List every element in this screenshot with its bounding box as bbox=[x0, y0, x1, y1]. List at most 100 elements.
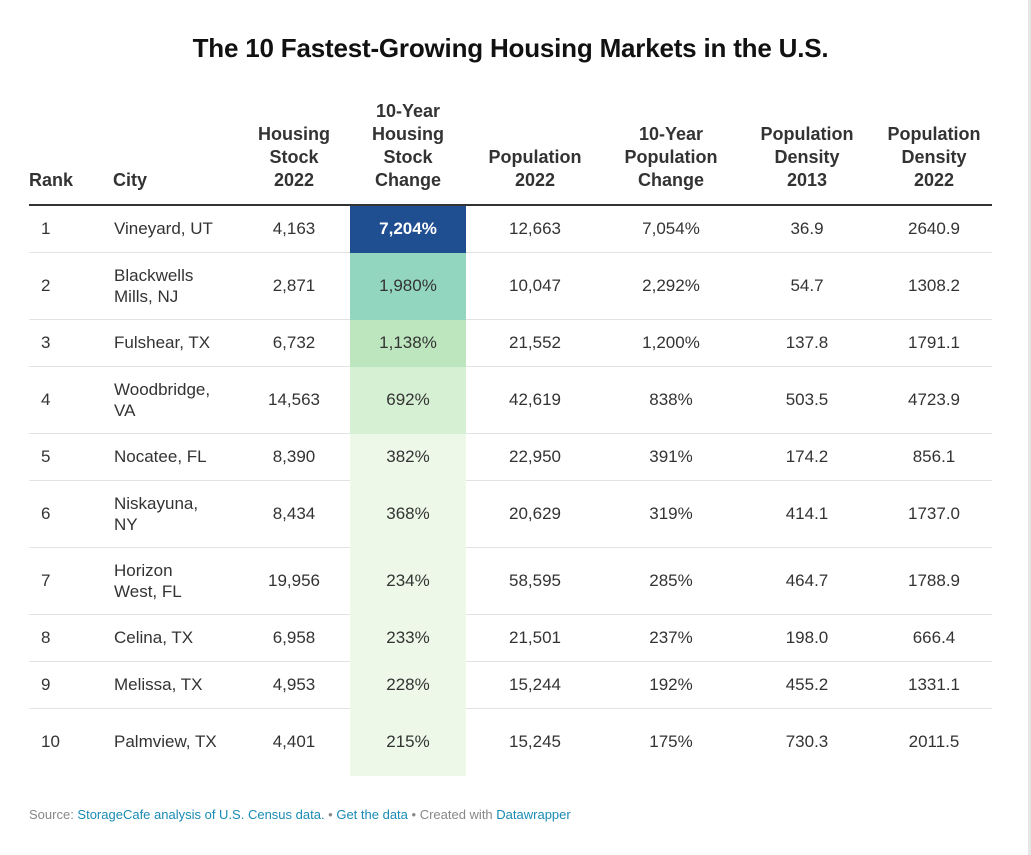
cell-population-2022: 20,629 bbox=[466, 480, 604, 548]
cell-population-2022: 15,244 bbox=[466, 661, 604, 709]
cell-rank: 2 bbox=[29, 252, 113, 320]
column-header-line: Rank bbox=[29, 170, 74, 190]
table-row: 10 Palmview, TX 4,401 215% 15,245 175% 730.3 20… bbox=[29, 708, 992, 776]
cell-housing-stock-change: 1,980% bbox=[350, 252, 466, 320]
cell-density-2022: 1788.9 bbox=[876, 547, 992, 615]
datawrapper-link[interactable]: Datawrapper bbox=[496, 807, 571, 822]
column-header-line: Stock bbox=[269, 147, 319, 167]
column-header-line: Population bbox=[624, 147, 718, 167]
cell-rank: 4 bbox=[29, 366, 113, 434]
column-header-line: Density bbox=[774, 147, 840, 167]
chart-title: The 10 Fastest-Growing Housing Markets i… bbox=[192, 33, 829, 63]
cell-housing-stock-2022: 14,563 bbox=[238, 366, 350, 434]
column-header-line: Density bbox=[901, 147, 967, 167]
table-row: 3 Fulshear, TX 6,732 1,138% 21,552 1,200% 137.… bbox=[29, 319, 992, 367]
cell-city: Celina, TX bbox=[113, 614, 238, 662]
cell-housing-stock-2022: 6,732 bbox=[238, 319, 350, 367]
column-header-line: 2022 bbox=[273, 170, 315, 190]
cell-city: Fulshear, TX bbox=[113, 319, 238, 367]
column-header-line: Population bbox=[887, 124, 981, 144]
cell-population-2022: 22,950 bbox=[466, 433, 604, 481]
cell-housing-stock-change: 368% bbox=[350, 480, 466, 548]
cell-housing-stock-2022: 4,401 bbox=[272, 732, 316, 752]
cell-density-2022: 1737.0 bbox=[876, 480, 992, 548]
cell-density-2013: 464.7 bbox=[738, 547, 876, 615]
cell-rank: 1 bbox=[29, 205, 113, 253]
cell-city: Melissa, TX bbox=[113, 661, 238, 709]
table-row: 2 Blackwells Mills, NJ 2,871 1,980% 10,047 2,… bbox=[29, 252, 992, 320]
cell-density-2013: 503.5 bbox=[738, 366, 876, 434]
cell-city: Horizon West, FL bbox=[113, 547, 238, 615]
cell-density-2013: 455.2 bbox=[738, 661, 876, 709]
column-header-line: 2022 bbox=[514, 170, 556, 190]
cell-housing-stock-2022: 4,953 bbox=[238, 661, 350, 709]
cell-population-change: 1,200% bbox=[604, 319, 738, 367]
get-the-data-link[interactable]: Get the data bbox=[336, 807, 408, 822]
cell-city: Palmview, TX bbox=[114, 732, 217, 752]
cell-population-2022: 21,501 bbox=[466, 614, 604, 662]
cell-population-2022: 12,663 bbox=[466, 205, 604, 253]
cell-density-2022: 666.4 bbox=[876, 614, 992, 662]
column-header-population-change: 10-Year Population Change bbox=[604, 100, 738, 206]
cell-density-2022: 856.1 bbox=[876, 433, 992, 481]
cell-rank: 8 bbox=[29, 614, 113, 662]
housing-markets-table: Rank City Housing Stock 2022 10-Year Housing St… bbox=[29, 100, 992, 776]
cell-population-change: 285% bbox=[604, 547, 738, 615]
cell-population-change: 175% bbox=[649, 732, 693, 752]
column-header-line: 10-Year bbox=[375, 101, 441, 121]
cell-housing-stock-2022: 4,163 bbox=[238, 205, 350, 253]
cell-density-2022: 1308.2 bbox=[876, 252, 992, 320]
cell-population-2022: 42,619 bbox=[466, 366, 604, 434]
cell-density-2013: 730.3 bbox=[785, 732, 829, 752]
cell-housing-stock-2022: 8,434 bbox=[238, 480, 350, 548]
cell-population-change: 192% bbox=[604, 661, 738, 709]
column-header-line: Housing bbox=[258, 124, 330, 144]
column-header-rank: Rank bbox=[29, 100, 113, 206]
column-header-housing-stock-2022: Housing Stock 2022 bbox=[238, 100, 350, 206]
cell-housing-stock-change: 228% bbox=[350, 661, 466, 709]
cell-density-2013: 174.2 bbox=[738, 433, 876, 481]
cell-population-2022: 10,047 bbox=[466, 252, 604, 320]
cell-population-change: 7,054% bbox=[604, 205, 738, 253]
cell-housing-stock-2022: 8,390 bbox=[238, 433, 350, 481]
source-link[interactable]: StorageCafe analysis of U.S. Census data… bbox=[77, 807, 325, 822]
cell-population-change: 2,292% bbox=[604, 252, 738, 320]
cell-housing-stock-change: 7,204% bbox=[350, 205, 466, 253]
cell-density-2013: 414.1 bbox=[738, 480, 876, 548]
right-edge-strip bbox=[1028, 0, 1031, 855]
cell-rank: 10 bbox=[41, 732, 60, 752]
cell-density-2013: 198.0 bbox=[738, 614, 876, 662]
source-prefix: Source: bbox=[29, 807, 78, 822]
cell-housing-stock-change: 382% bbox=[350, 433, 466, 481]
cell-population-2022: 58,595 bbox=[466, 547, 604, 615]
cell-density-2013: 137.8 bbox=[738, 319, 876, 367]
cell-density-2022: 4723.9 bbox=[876, 366, 992, 434]
cell-population-change: 237% bbox=[604, 614, 738, 662]
table-row: 4 Woodbridge, VA 14,563 692% 42,619 838% 503.5… bbox=[29, 366, 992, 434]
cell-housing-stock-change: 234% bbox=[350, 547, 466, 615]
cell-rank: 5 bbox=[29, 433, 113, 481]
cell-density-2013: 36.9 bbox=[738, 205, 876, 253]
table-row: 9 Melissa, TX 4,953 228% 15,244 192% 455.2 1331… bbox=[29, 661, 992, 709]
cell-city: Woodbridge, VA bbox=[113, 366, 238, 434]
cell-population-change: 319% bbox=[604, 480, 738, 548]
table-row: 1 Vineyard, UT 4,163 7,204% 12,663 7,054% 36.9… bbox=[29, 205, 992, 253]
column-header-housing-stock-change: 10-Year Housing Stock Change bbox=[350, 100, 466, 206]
cell-density-2022: 2011.5 bbox=[908, 732, 960, 752]
cell-density-2013: 54.7 bbox=[738, 252, 876, 320]
cell-rank: 3 bbox=[29, 319, 113, 367]
column-header-city: City bbox=[113, 100, 238, 206]
cell-density-2022: 2640.9 bbox=[876, 205, 992, 253]
cell-rank: 6 bbox=[29, 480, 113, 548]
table-row: 5 Nocatee, FL 8,390 382% 22,950 391% 174.2 856.… bbox=[29, 433, 992, 481]
column-header-line: Population bbox=[760, 124, 854, 144]
separator-2: • bbox=[407, 807, 420, 822]
cell-population-change: 838% bbox=[604, 366, 738, 434]
created-with-label: Created with bbox=[419, 807, 497, 822]
cell-city: Blackwells Mills, NJ bbox=[113, 252, 238, 320]
column-header-line: Population bbox=[488, 147, 582, 167]
column-header-line: Change bbox=[637, 170, 704, 190]
cell-rank: 9 bbox=[29, 661, 113, 709]
cell-density-2022: 1791.1 bbox=[876, 319, 992, 367]
column-header-line: 2022 bbox=[913, 170, 955, 190]
